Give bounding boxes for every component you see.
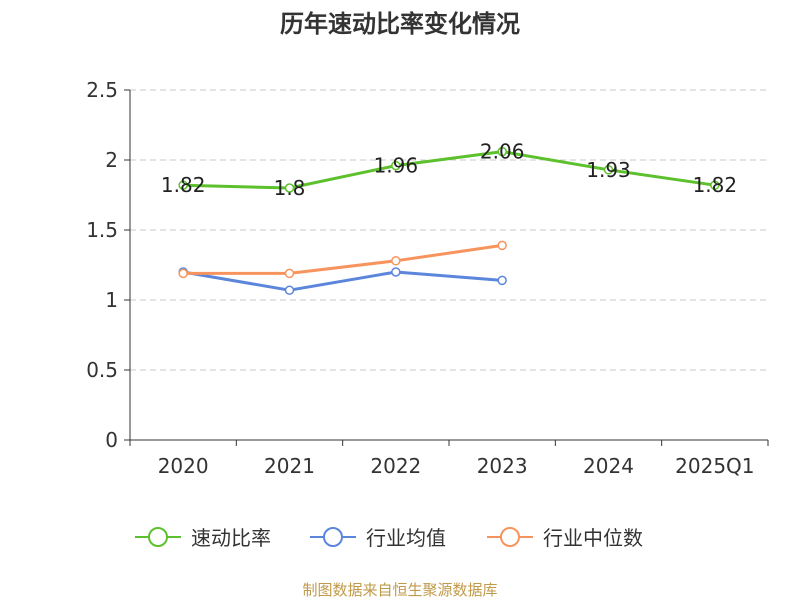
data-point — [284, 183, 295, 193]
y-tick-label: 0 — [105, 428, 118, 452]
series-line-0 — [183, 150, 716, 190]
y-tick-label: 1 — [105, 288, 118, 312]
data-point — [497, 146, 507, 157]
x-tick-label: 2022 — [370, 454, 421, 478]
legend-swatch-marker — [500, 527, 520, 547]
y-tick-label: 0.5 — [86, 358, 118, 382]
data-point — [178, 268, 188, 279]
data-point — [391, 267, 401, 277]
data-point — [284, 268, 295, 279]
gridlines — [130, 89, 768, 371]
x-tick-label: 2025Q1 — [675, 454, 754, 478]
data-point — [178, 180, 188, 190]
chart-title: 历年速动比率变化情况 — [280, 10, 520, 38]
x-tick-label: 2020 — [158, 454, 209, 478]
data-label: 1.8 — [274, 176, 306, 200]
data-label: 1.93 — [586, 158, 631, 182]
data-label: 1.82 — [161, 173, 206, 197]
legend-label: 行业均值 — [366, 526, 446, 550]
series-line-1 — [182, 270, 503, 292]
data-label: 1.82 — [693, 173, 738, 197]
data-point — [391, 256, 401, 266]
data-point — [284, 285, 295, 295]
data-point — [391, 160, 401, 171]
x-tick-label: 2024 — [583, 454, 634, 478]
legend-swatch-marker — [148, 527, 168, 547]
y-tick-label: 2 — [105, 148, 118, 172]
legend-label: 行业中位数 — [543, 526, 643, 550]
axes: 0 0.5 1 1.5 2 2.5 2020 2021 2022 2023 2024 2025Q1 — [86, 78, 769, 478]
legend-label: 速动比率 — [191, 526, 271, 550]
data-point — [497, 240, 507, 251]
y-tick-label: 2.5 — [86, 78, 118, 102]
x-tick-label: 2023 — [477, 454, 528, 478]
data-point — [710, 180, 720, 190]
data-label: 1.96 — [374, 154, 419, 178]
series-line-2 — [183, 243, 503, 275]
data-labels: 1.82 1.8 1.96 2.06 1.93 1.82 — [161, 140, 737, 200]
data-label: 2.06 — [480, 140, 525, 164]
x-tick-label: 2021 — [264, 454, 315, 478]
y-tick-label: 1.5 — [86, 218, 118, 242]
series-group — [178, 146, 720, 295]
legend-swatch-marker — [323, 527, 343, 547]
data-point — [603, 165, 614, 175]
data-point — [497, 275, 507, 286]
legend: 速动比率 行业均值 行业中位数 — [135, 526, 643, 550]
source-note: 制图数据来自恒生聚源数据库 — [302, 581, 497, 599]
